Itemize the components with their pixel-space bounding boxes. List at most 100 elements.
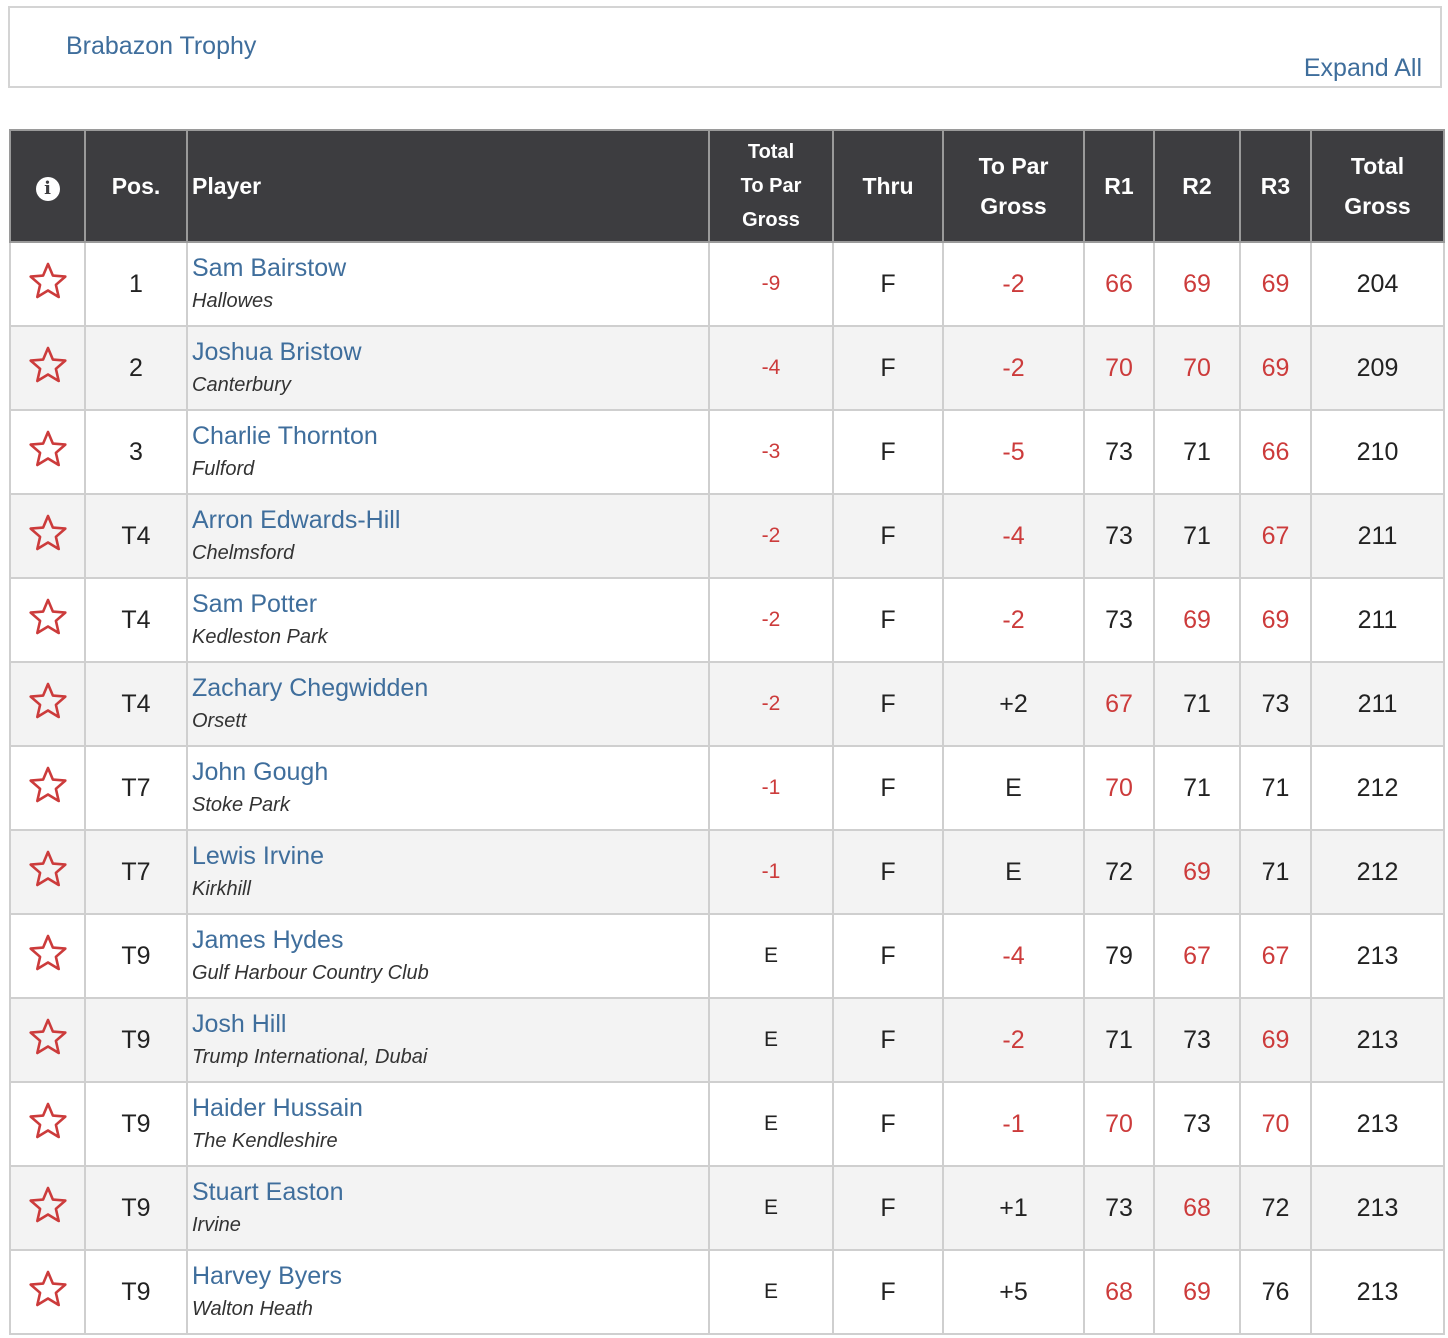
r3-cell: 69: [1239, 241, 1312, 327]
star-outline-icon[interactable]: [28, 933, 68, 973]
star-outline-icon[interactable]: [28, 1017, 68, 1057]
star-outline-icon[interactable]: [28, 1101, 68, 1141]
player-club: Chelmsford: [192, 542, 295, 564]
r3-cell: 67: [1239, 493, 1312, 579]
star-outline-icon[interactable]: [28, 429, 68, 469]
thru-cell: F: [832, 325, 944, 411]
pos-cell: T7: [84, 745, 188, 831]
star-outline-icon[interactable]: [28, 513, 68, 553]
player-name-link[interactable]: Zachary Chegwidden: [192, 674, 429, 702]
player-name-link[interactable]: John Gough: [192, 758, 329, 786]
star-outline-icon[interactable]: [28, 849, 68, 889]
player-cell: Sam Potter Kedleston Park: [186, 577, 710, 663]
r2-cell: 69: [1153, 1249, 1241, 1335]
r2-cell: 69: [1153, 829, 1241, 915]
table-row[interactable]: T9 Josh Hill Trump International, Dubai E F -…: [9, 997, 1445, 1083]
player-cell: Josh Hill Trump International, Dubai: [186, 997, 710, 1083]
header-row: i Pos. Player Total To Par Gross Thru To…: [9, 129, 1445, 243]
header-line: Gross: [742, 209, 800, 231]
r2-column-header[interactable]: R2: [1153, 129, 1241, 243]
table-row[interactable]: T4 Arron Edwards-Hill Chelmsford -2 F -4 73 71 6…: [9, 493, 1445, 579]
player-name-link[interactable]: Josh Hill: [192, 1010, 287, 1038]
total-to-par-gross-cell: E: [708, 1081, 834, 1167]
r1-cell: 73: [1083, 409, 1155, 495]
to-par-gross-cell: -2: [942, 577, 1085, 663]
favorite-cell: [9, 745, 86, 831]
player-column-header[interactable]: Player: [186, 129, 710, 243]
thru-cell: F: [832, 577, 944, 663]
star-outline-icon[interactable]: [28, 765, 68, 805]
star-outline-icon[interactable]: [28, 1185, 68, 1225]
pos-cell: T9: [84, 1249, 188, 1335]
r1-column-header[interactable]: R1: [1083, 129, 1155, 243]
table-row[interactable]: T9 James Hydes Gulf Harbour Country Club E F…: [9, 913, 1445, 999]
player-cell: Haider Hussain The Kendleshire: [186, 1081, 710, 1167]
player-name-link[interactable]: Lewis Irvine: [192, 842, 324, 870]
table-row[interactable]: T7 John Gough Stoke Park -1 F E 70 71 71 212: [9, 745, 1445, 831]
player-club: Walton Heath: [192, 1298, 313, 1320]
r3-column-header[interactable]: R3: [1239, 129, 1312, 243]
total-gross-cell: 213: [1310, 913, 1445, 999]
star-outline-icon[interactable]: [28, 261, 68, 301]
star-outline-icon[interactable]: [28, 1269, 68, 1309]
table-row[interactable]: T7 Lewis Irvine Kirkhill -1 F E 72 69 71 212: [9, 829, 1445, 915]
favorite-cell: [9, 913, 86, 999]
total-gross-cell: 212: [1310, 745, 1445, 831]
player-name-link[interactable]: Joshua Bristow: [192, 338, 362, 366]
star-outline-icon[interactable]: [28, 597, 68, 637]
player-club: Stoke Park: [192, 794, 290, 816]
table-row[interactable]: T4 Sam Potter Kedleston Park -2 F -2 73 69 69 211: [9, 577, 1445, 663]
player-cell: Zachary Chegwidden Orsett: [186, 661, 710, 747]
r1-cell: 73: [1083, 493, 1155, 579]
total-to-par-gross-column-header[interactable]: Total To Par Gross: [708, 129, 834, 243]
r3-cell: 69: [1239, 997, 1312, 1083]
player-name-link[interactable]: Haider Hussain: [192, 1094, 363, 1122]
total-gross-cell: 213: [1310, 997, 1445, 1083]
r2-cell: 71: [1153, 745, 1241, 831]
table-row[interactable]: 2 Joshua Bristow Canterbury -4 F -2 70 70 69 209: [9, 325, 1445, 411]
r1-cell: 73: [1083, 1165, 1155, 1251]
thru-cell: F: [832, 1081, 944, 1167]
player-cell: Joshua Bristow Canterbury: [186, 325, 710, 411]
player-club: Hallowes: [192, 290, 274, 312]
player-name-link[interactable]: Stuart Easton: [192, 1178, 344, 1206]
table-row[interactable]: T9 Haider Hussain The Kendleshire E F -1 70 73 7…: [9, 1081, 1445, 1167]
table-row[interactable]: T4 Zachary Chegwidden Orsett -2 F +2 67 71 73 211: [9, 661, 1445, 747]
star-outline-icon[interactable]: [28, 681, 68, 721]
favorite-cell: [9, 661, 86, 747]
player-name-link[interactable]: Harvey Byers: [192, 1262, 343, 1290]
thru-column-header[interactable]: Thru: [832, 129, 944, 243]
total-gross-cell: 213: [1310, 1165, 1445, 1251]
table-row[interactable]: 1 Sam Bairstow Hallowes -9 F -2 66 69 69 204: [9, 241, 1445, 327]
tournament-title-link[interactable]: Brabazon Trophy: [66, 32, 257, 60]
to-par-gross-column-header[interactable]: To Par Gross: [942, 129, 1085, 243]
favorite-cell: [9, 577, 86, 663]
player-cell: Charlie Thornton Fulford: [186, 409, 710, 495]
player-name-link[interactable]: Sam Bairstow: [192, 254, 347, 282]
pos-cell: 3: [84, 409, 188, 495]
star-outline-icon[interactable]: [28, 345, 68, 385]
table-row[interactable]: 3 Charlie Thornton Fulford -3 F -5 73 71 66 210: [9, 409, 1445, 495]
info-column-header[interactable]: i: [9, 129, 86, 243]
leaderboard-table: i Pos. Player Total To Par Gross Thru To…: [9, 129, 1445, 1335]
player-name-link[interactable]: Charlie Thornton: [192, 422, 378, 450]
info-icon[interactable]: i: [35, 177, 60, 201]
expand-all-link[interactable]: Expand All: [1303, 54, 1422, 82]
r1-cell: 73: [1083, 577, 1155, 663]
thru-cell: F: [832, 745, 944, 831]
player-name-link[interactable]: Sam Potter: [192, 590, 318, 618]
r1-cell: 71: [1083, 997, 1155, 1083]
player-cell: Harvey Byers Walton Heath: [186, 1249, 710, 1335]
pos-column-header[interactable]: Pos.: [84, 129, 188, 243]
r3-cell: 66: [1239, 409, 1312, 495]
total-gross-cell: 211: [1310, 661, 1445, 747]
total-gross-column-header[interactable]: Total Gross: [1310, 129, 1445, 243]
table-row[interactable]: T9 Harvey Byers Walton Heath E F +5 68 69 76 213: [9, 1249, 1445, 1335]
table-row[interactable]: T9 Stuart Easton Irvine E F +1 73 68 72 213: [9, 1165, 1445, 1251]
player-name-link[interactable]: Arron Edwards-Hill: [192, 506, 401, 534]
total-to-par-gross-cell: E: [708, 1165, 834, 1251]
player-name-link[interactable]: James Hydes: [192, 926, 344, 954]
r3-cell: 76: [1239, 1249, 1312, 1335]
pos-cell: T9: [84, 997, 188, 1083]
favorite-cell: [9, 1165, 86, 1251]
